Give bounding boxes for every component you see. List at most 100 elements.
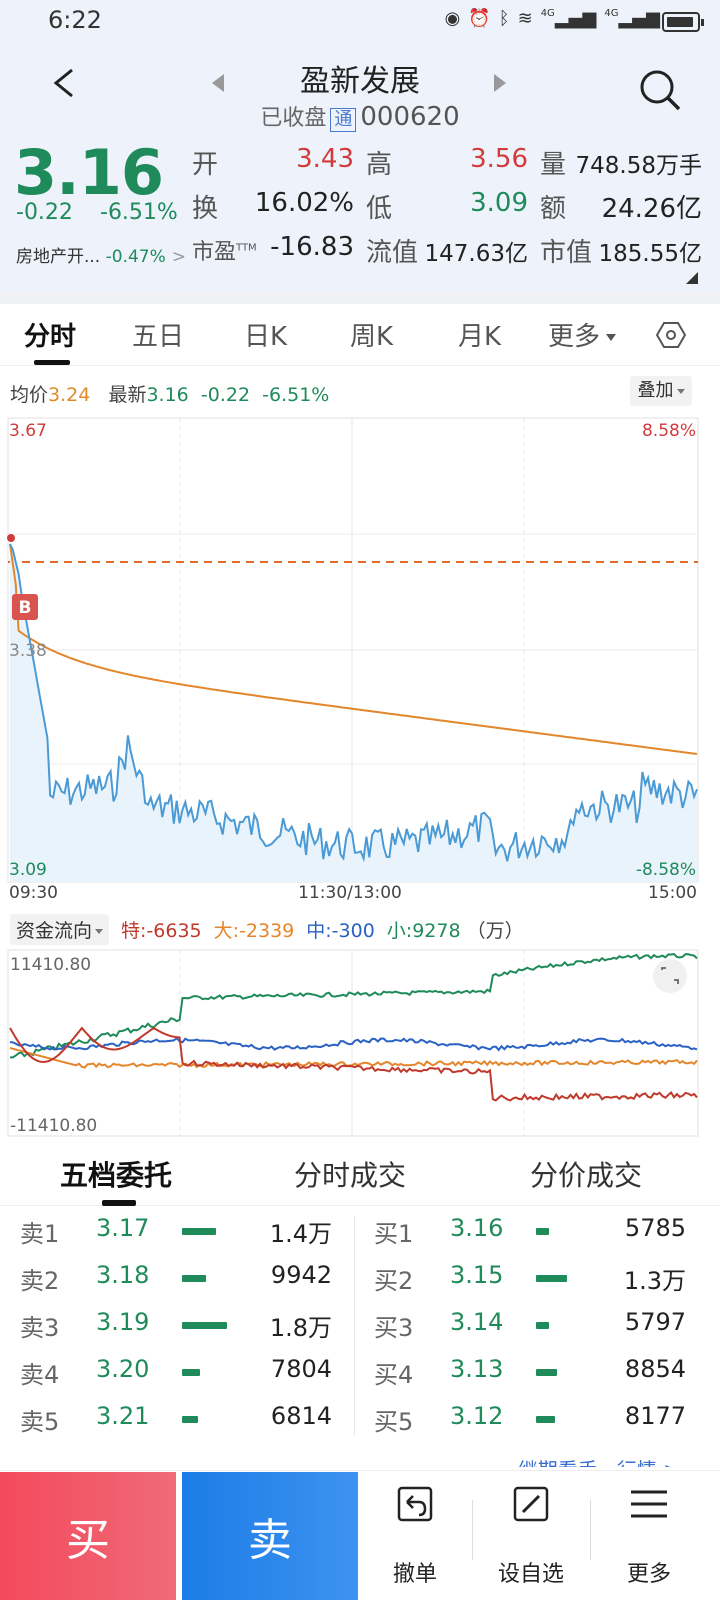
- bid-row[interactable]: 买1 3.16 5785: [354, 1214, 708, 1254]
- more-label: 更多: [626, 1562, 671, 1587]
- level-volume: 9942: [270, 1261, 332, 1289]
- ask-row[interactable]: 卖2 3.18 9942: [0, 1261, 354, 1301]
- status-bar: 6:22 ◉ ⏰ ᛒ ≋ 4G▂▄▆ 4G▂▄▆: [0, 0, 720, 44]
- level-volume-bar: [536, 1275, 567, 1282]
- market-cap-label: 市值: [540, 238, 593, 268]
- high-value: 3.56: [470, 144, 528, 174]
- float-cap-label: 流值: [366, 238, 419, 268]
- level-volume: 8854: [624, 1355, 686, 1383]
- stock-code: 000620: [360, 102, 460, 132]
- large-flow-line: [9, 1047, 698, 1069]
- wifi-icon: ≋: [517, 8, 533, 29]
- level-volume-bar: [536, 1416, 555, 1423]
- bid-row[interactable]: 买5 3.12 8177: [354, 1402, 708, 1442]
- level-label: 卖3: [20, 1314, 60, 1342]
- fund-flow-chart[interactable]: 11410.80 -11410.80: [0, 948, 720, 1140]
- expand-corner-icon[interactable]: [686, 272, 698, 284]
- pe-value: -16.83: [270, 232, 354, 262]
- bid-row[interactable]: 买4 3.13 8854: [354, 1355, 708, 1395]
- sector-link[interactable]: 房地产开... -0.47% >: [16, 247, 187, 267]
- open-label: 开: [192, 150, 219, 180]
- volume-value: 748.58万手: [575, 153, 702, 179]
- tab-weekly-k[interactable]: 周K: [350, 322, 394, 352]
- level-label: 买4: [374, 1361, 414, 1389]
- y-top-label: 3.67: [9, 421, 47, 441]
- level-price: 3.20: [96, 1355, 150, 1383]
- fund-y-top-label: 11410.80: [10, 955, 91, 975]
- price-change: -0.22: [16, 200, 73, 225]
- level-volume-bar: [536, 1228, 549, 1235]
- level-volume-bar: [182, 1228, 216, 1235]
- level-volume-bar: [536, 1322, 549, 1329]
- tab-active-indicator: [34, 360, 70, 365]
- chart-info-line: 均价3.24 最新3.16 -0.22 -6.51%: [10, 384, 330, 406]
- tong-badge: 通: [330, 108, 357, 132]
- search-icon[interactable]: [638, 68, 682, 112]
- intraday-chart[interactable]: B 3.67 3.38 3.09 8.58% -8.58% 09:30 11:3…: [0, 414, 720, 914]
- average-price-line: [9, 543, 698, 755]
- open-value: 3.43: [296, 144, 354, 174]
- pct-top-label: 8.58%: [642, 421, 696, 441]
- tab-monthly-k[interactable]: 月K: [458, 322, 502, 352]
- level-price: 3.17: [96, 1214, 150, 1242]
- edit-icon: [513, 1486, 549, 1522]
- ask-row[interactable]: 卖5 3.21 6814: [0, 1402, 354, 1442]
- stock-name: 盈新发展: [300, 64, 420, 99]
- battery-icon: [662, 12, 704, 32]
- level-price: 3.16: [450, 1214, 504, 1242]
- level-label: 买1: [374, 1220, 414, 1248]
- tab-time-trades[interactable]: 分时成交: [294, 1159, 407, 1192]
- level-label: 卖2: [20, 1267, 60, 1295]
- tab-intraday[interactable]: 分时: [24, 322, 77, 352]
- quote-panel: 3.16 -0.22 -6.51% 房地产开... -0.47% > 开 3.43…: [0, 136, 720, 292]
- buy-marker-badge[interactable]: [12, 594, 38, 620]
- back-icon[interactable]: [50, 68, 80, 98]
- overlay-button[interactable]: 叠加: [630, 376, 692, 406]
- level-volume: 1.8万: [269, 1314, 332, 1342]
- level-price: 3.21: [96, 1402, 150, 1430]
- volume-label: 量: [540, 150, 567, 180]
- small-flow-line: [10, 953, 698, 1059]
- separator: [472, 1500, 473, 1560]
- fullscreen-icon[interactable]: [653, 959, 687, 993]
- buy-button[interactable]: 买: [0, 1472, 176, 1600]
- pe-label: 市盈TTM: [192, 240, 257, 265]
- tab-five-day[interactable]: 五日: [132, 322, 185, 352]
- sell-button[interactable]: 卖: [182, 1472, 358, 1600]
- medium-flow: 中:-300: [306, 920, 375, 942]
- bid-row[interactable]: 买3 3.14 5797: [354, 1308, 708, 1348]
- bid-row[interactable]: 买2 3.15 1.3万: [354, 1261, 708, 1301]
- tab-five-level-orders[interactable]: 五档委托: [60, 1159, 173, 1192]
- market-status: 已收盘: [260, 106, 327, 131]
- x-start-label: 09:30: [9, 883, 58, 903]
- fund-flow-button[interactable]: 资金流向: [10, 914, 110, 945]
- next-stock-icon[interactable]: [494, 74, 506, 92]
- level-volume-bar: [182, 1369, 200, 1376]
- price-area: [10, 544, 697, 882]
- turnover-value: 16.02%: [254, 188, 354, 218]
- separator: [590, 1500, 591, 1560]
- level-price: 3.19: [96, 1308, 150, 1336]
- tab-daily-k[interactable]: 日K: [244, 322, 288, 352]
- ask-row[interactable]: 卖1 3.17 1.4万: [0, 1214, 354, 1254]
- amount-label: 额: [540, 194, 567, 224]
- prev-stock-icon[interactable]: [212, 74, 224, 92]
- chart-tabs: 分时 五日 日K 周K 月K 更多: [0, 304, 720, 366]
- ask-row[interactable]: 卖4 3.20 7804: [0, 1355, 354, 1395]
- level-volume: 8177: [624, 1402, 686, 1430]
- add-watchlist-label: 设自选: [497, 1562, 564, 1587]
- settings-hexagon-icon[interactable]: [656, 320, 686, 350]
- medium-flow-line: [9, 1036, 698, 1052]
- tab-price-trades[interactable]: 分价成交: [530, 1159, 643, 1192]
- level-volume: 5797: [624, 1308, 686, 1336]
- level-volume-bar: [182, 1322, 227, 1329]
- tab-more[interactable]: 更多: [548, 316, 617, 353]
- y-mid-label: 3.38: [9, 641, 47, 661]
- stock-subtitle: 已收盘通 000620: [0, 100, 720, 132]
- more-quotes-link[interactable]: 继期看手...行情 >: [518, 1454, 680, 1467]
- high-label: 高: [366, 150, 393, 180]
- ask-row[interactable]: 卖3 3.19 1.8万: [0, 1308, 354, 1348]
- amount-value: 24.26亿: [601, 194, 702, 224]
- orderbook-divider: [354, 1216, 355, 1436]
- small-flow: 小:9278: [386, 920, 461, 942]
